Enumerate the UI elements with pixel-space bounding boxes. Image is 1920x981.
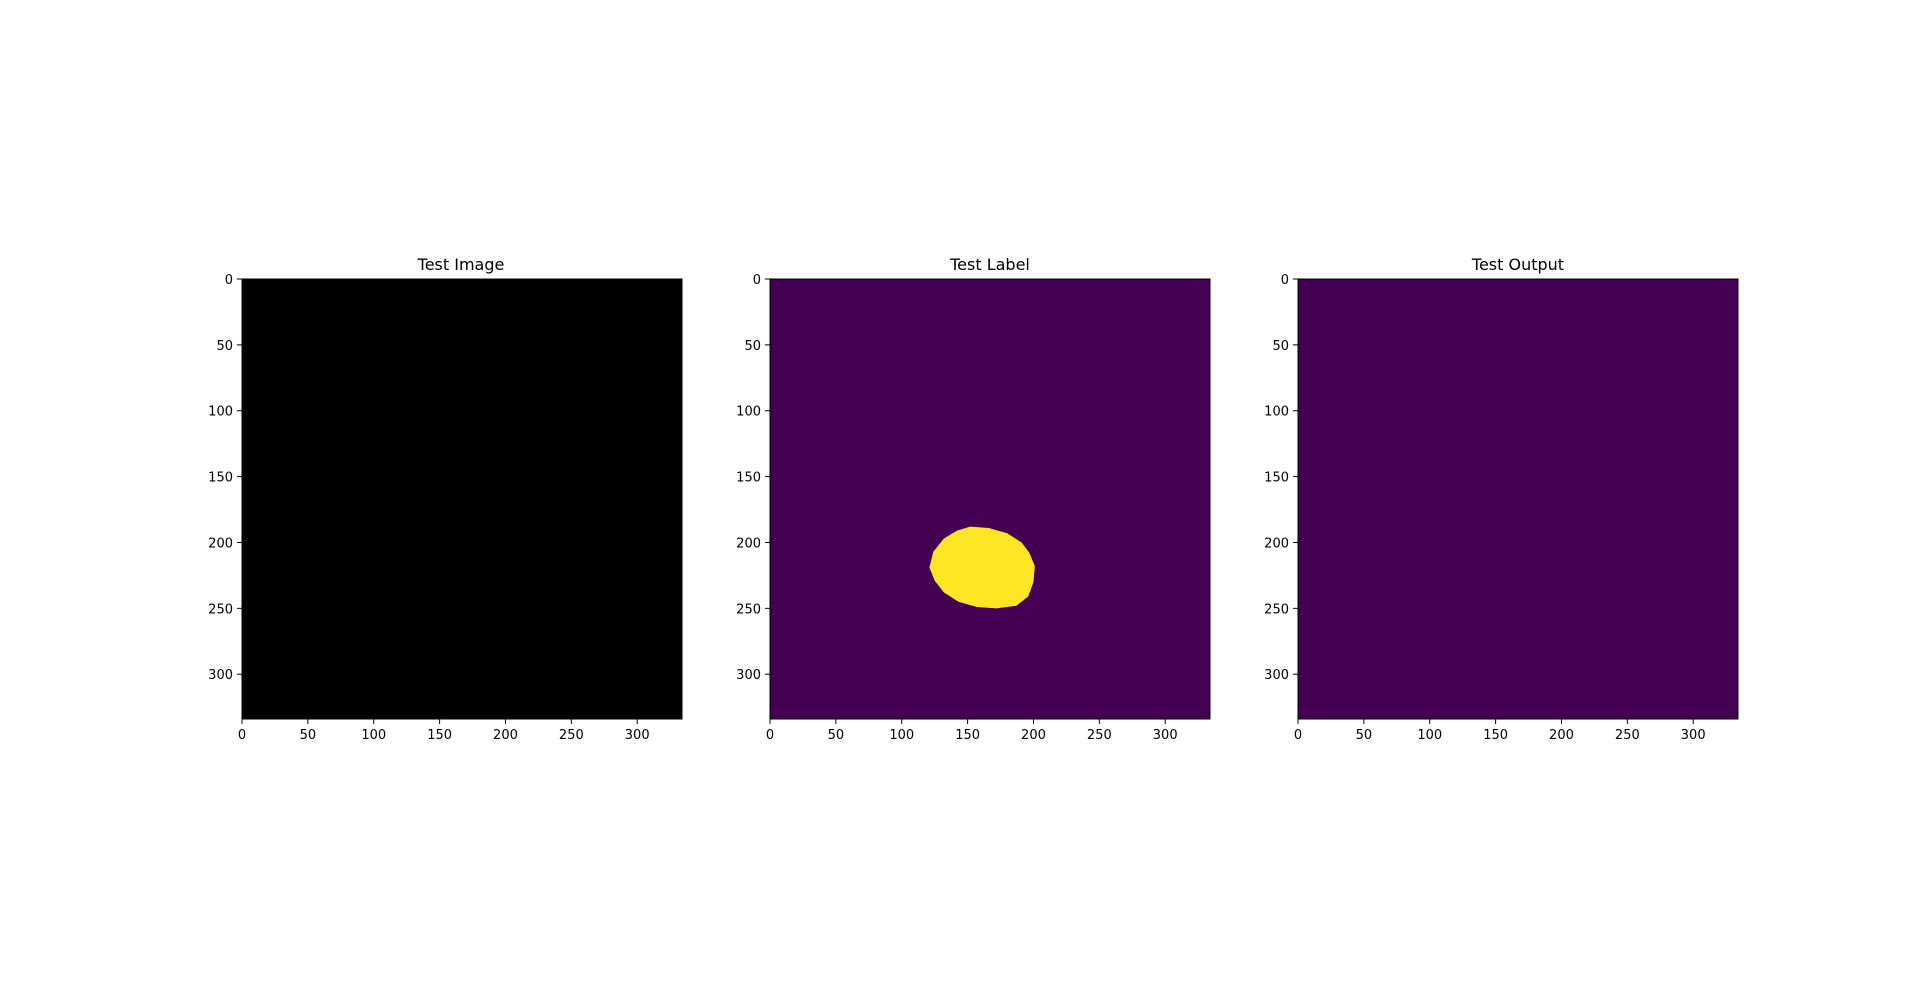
image-area-test-output — [1298, 279, 1738, 719]
y-tick-label-test-image: 0 — [225, 273, 233, 288]
x-tick-label-test-output: 50 — [1356, 728, 1373, 743]
x-tick-label-test-label: 250 — [1087, 728, 1112, 743]
panel-test-output: Test Output 0 50 100 150 200 250 300 0 50 100 150… — [1264, 255, 1739, 743]
y-ticks-test-label: 0 50 100 150 200 250 300 — [736, 273, 770, 683]
x-tick-label-test-image: 200 — [493, 728, 518, 743]
x-tick-label-test-output: 300 — [1681, 728, 1706, 743]
x-tick-label-test-label: 150 — [955, 728, 980, 743]
y-tick-label-test-output: 100 — [1264, 405, 1289, 420]
panel-test-image: Test Image 0 50 100 150 200 250 300 0 50 100 150 2… — [208, 255, 683, 743]
panel-test-label: Test Label 0 50 100 150 200 250 300 0 50 100 150 2… — [736, 255, 1211, 743]
y-tick-label-test-image: 300 — [208, 668, 233, 683]
panel-title-test-output: Test Output — [1471, 255, 1564, 274]
y-tick-label-test-image: 50 — [216, 339, 233, 354]
x-tick-label-test-output: 100 — [1417, 728, 1442, 743]
x-tick-label-test-image: 50 — [300, 728, 317, 743]
x-tick-label-test-label: 50 — [828, 728, 845, 743]
y-tick-label-test-output: 50 — [1272, 339, 1289, 354]
image-area-test-label — [770, 279, 1210, 719]
panel-title-test-label: Test Label — [949, 255, 1030, 274]
x-ticks-test-image: 0 50 100 150 200 250 300 — [238, 719, 650, 743]
x-tick-label-test-label: 200 — [1021, 728, 1046, 743]
y-tick-label-test-label: 50 — [744, 339, 761, 354]
image-area-test-image — [242, 279, 682, 719]
x-tick-label-test-output: 250 — [1615, 728, 1640, 743]
y-ticks-test-image: 0 50 100 150 200 250 300 — [208, 273, 242, 683]
y-tick-label-test-label: 0 — [753, 273, 761, 288]
axes-frame-test-label — [769, 278, 1211, 720]
y-tick-label-test-output: 150 — [1264, 471, 1289, 486]
x-tick-label-test-label: 0 — [766, 728, 774, 743]
x-tick-label-test-image: 0 — [238, 728, 246, 743]
x-tick-label-test-output: 150 — [1483, 728, 1508, 743]
regions-test-label — [929, 526, 1035, 609]
y-tick-label-test-label: 150 — [736, 471, 761, 486]
y-tick-label-test-output: 300 — [1264, 668, 1289, 683]
x-tick-label-test-image: 100 — [361, 728, 386, 743]
y-tick-label-test-label: 100 — [736, 405, 761, 420]
y-tick-label-test-image: 200 — [208, 536, 233, 551]
y-ticks-test-output: 0 50 100 150 200 250 300 — [1264, 273, 1298, 683]
x-ticks-test-label: 0 50 100 150 200 250 300 — [766, 719, 1178, 743]
x-tick-label-test-image: 150 — [427, 728, 452, 743]
x-ticks-test-output: 0 50 100 150 200 250 300 — [1294, 719, 1706, 743]
x-tick-label-test-output: 200 — [1549, 728, 1574, 743]
y-tick-label-test-label: 300 — [736, 668, 761, 683]
y-tick-label-test-image: 100 — [208, 405, 233, 420]
x-tick-label-test-label: 300 — [1153, 728, 1178, 743]
x-tick-label-test-output: 0 — [1294, 728, 1302, 743]
panel-title-test-image: Test Image — [417, 255, 505, 274]
y-tick-label-test-output: 200 — [1264, 536, 1289, 551]
label-region-test-label-0 — [929, 526, 1035, 609]
x-tick-label-test-image: 250 — [559, 728, 584, 743]
axes-frame-test-image — [241, 278, 683, 720]
y-tick-label-test-output: 250 — [1264, 602, 1289, 617]
x-tick-label-test-image: 300 — [625, 728, 650, 743]
x-tick-label-test-label: 100 — [889, 728, 914, 743]
y-tick-label-test-label: 250 — [736, 602, 761, 617]
y-tick-label-test-label: 200 — [736, 536, 761, 551]
y-tick-label-test-image: 250 — [208, 602, 233, 617]
y-tick-label-test-output: 0 — [1281, 273, 1289, 288]
axes-frame-test-output — [1297, 278, 1739, 720]
y-tick-label-test-image: 150 — [208, 471, 233, 486]
